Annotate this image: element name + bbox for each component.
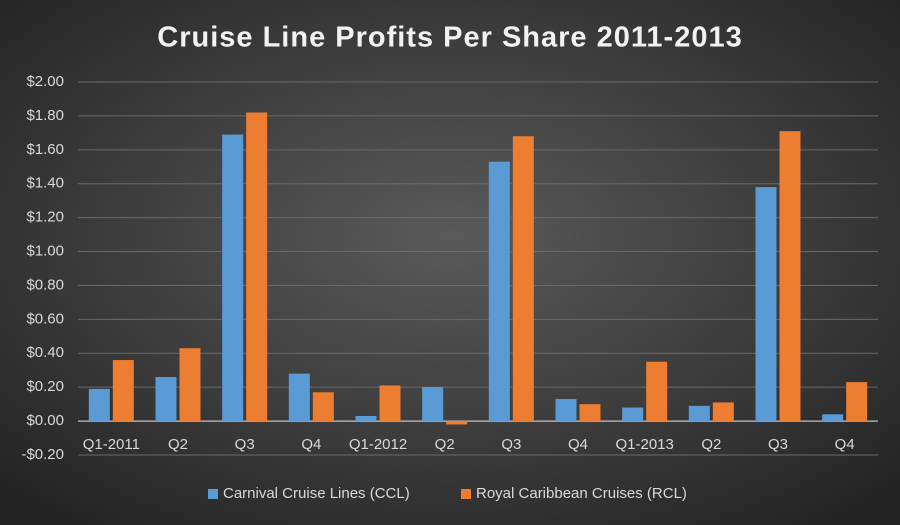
y-tick-label: $0.00: [26, 412, 64, 429]
y-tick-label: $1.00: [26, 243, 64, 260]
y-tick-label: $0.80: [26, 276, 64, 293]
legend-label: Carnival Cruise Lines (CCL): [223, 485, 410, 502]
y-tick-label: $1.60: [26, 141, 64, 158]
y-tick-label: $0.60: [26, 310, 64, 327]
bar: [112, 360, 134, 422]
bar: [688, 405, 710, 422]
bar: [622, 407, 644, 422]
y-tick-label: $1.40: [26, 175, 64, 192]
bar: [555, 399, 577, 422]
y-tick-label: $0.20: [26, 378, 64, 395]
y-tick-label: $1.20: [26, 209, 64, 226]
bar: [246, 112, 268, 422]
bar: [88, 388, 110, 422]
bar: [355, 416, 377, 422]
x-tick-label: Q3: [501, 436, 521, 453]
bar: [779, 131, 801, 422]
legend-swatch: [208, 489, 218, 499]
x-tick-label: Q2: [435, 436, 455, 453]
x-tick-label: Q1-2013: [615, 436, 673, 453]
x-tick-label: Q4: [301, 436, 321, 453]
bar: [288, 373, 310, 422]
bar: [512, 136, 534, 422]
legend-label: Royal Caribbean Cruises (RCL): [476, 485, 687, 502]
y-tick-label: $2.00: [26, 73, 64, 90]
x-tick-label: Q1-2011: [83, 436, 140, 453]
chart-title: Cruise Line Profits Per Share 2011-2013: [157, 22, 742, 54]
bar: [379, 385, 401, 422]
bar: [646, 361, 668, 422]
bar: [579, 404, 601, 422]
legend-swatch: [461, 489, 471, 499]
bar: [155, 377, 177, 422]
bar: [179, 348, 201, 422]
y-tick-label: $0.40: [26, 344, 64, 361]
x-tick-label: Q3: [235, 436, 255, 453]
bar: [488, 161, 510, 422]
bar: [312, 392, 334, 422]
x-tick-label: Q3: [768, 436, 788, 453]
bar: [822, 414, 844, 422]
x-tick-label: Q1-2012: [349, 436, 407, 453]
bar: [846, 382, 868, 422]
bar: [712, 402, 734, 422]
x-tick-label: Q4: [835, 436, 855, 453]
bar: [422, 387, 444, 422]
x-tick-label: Q4: [568, 436, 588, 453]
x-tick-label: Q2: [701, 436, 721, 453]
x-tick-label: Q2: [168, 436, 188, 453]
y-tick-label: $1.80: [26, 107, 64, 124]
bar: [446, 421, 468, 425]
bar: [755, 187, 777, 422]
bar: [222, 134, 244, 422]
y-tick-label: -$0.20: [21, 446, 64, 463]
